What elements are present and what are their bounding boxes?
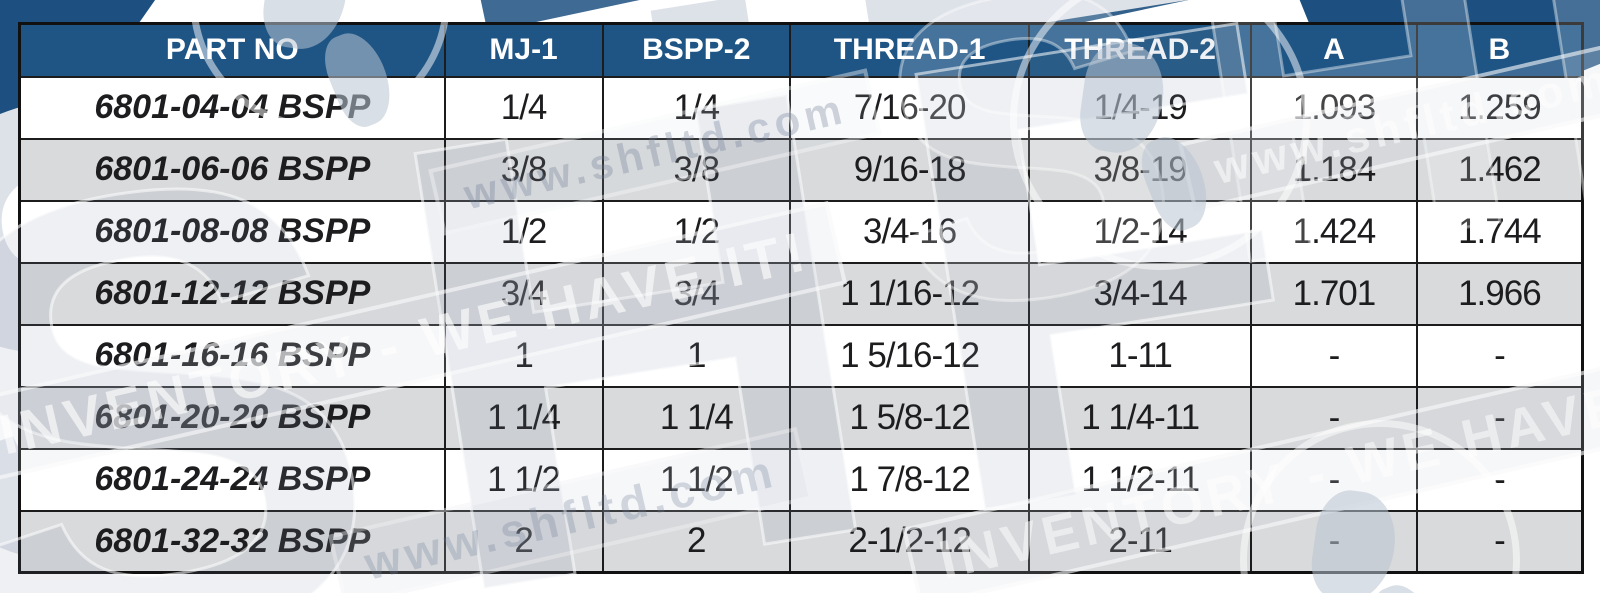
value-cell: 3/8-19: [1028, 137, 1253, 202]
value-cell: 2: [443, 509, 604, 574]
value-cell: 7/16-20: [789, 75, 1031, 140]
table-row: 6801-12-12 BSPP 3/4 3/4 1 1/16-12 3/4-14 1.70…: [18, 261, 1584, 326]
value-cell: 1 7/8-12: [789, 447, 1031, 512]
value-cell: -: [1250, 509, 1418, 574]
value-cell: 1: [443, 323, 604, 388]
value-cell: 1 1/4: [601, 385, 792, 450]
value-cell: 1.093: [1250, 75, 1418, 140]
value-cell: 2-11: [1028, 509, 1253, 574]
value-cell: 1.966: [1415, 261, 1584, 326]
value-cell: 1 5/8-12: [789, 385, 1031, 450]
value-cell: -: [1415, 323, 1584, 388]
value-cell: -: [1415, 385, 1584, 450]
value-cell: 3/4: [601, 261, 792, 326]
table-row: 6801-24-24 BSPP 1 1/2 1 1/2 1 7/8-12 1 1/2-1…: [18, 447, 1584, 512]
value-cell: 1.424: [1250, 199, 1418, 264]
spec-table: PART NO MJ-1 BSPP-2 THREAD-1 THREAD-2 A …: [18, 22, 1584, 574]
part-no-cell: 6801-32-32 BSPP: [18, 509, 446, 574]
value-cell: 1.701: [1250, 261, 1418, 326]
value-cell: 1: [601, 323, 792, 388]
value-cell: 1 1/16-12: [789, 261, 1031, 326]
part-no-cell: 6801-04-04 BSPP: [18, 75, 446, 140]
table-row: 6801-32-32 BSPP 2 2 2-1/2-12 2-11- -: [18, 509, 1584, 574]
value-cell: 1 1/4-11: [1028, 385, 1253, 450]
col-header-mj1: MJ-1: [443, 22, 604, 78]
part-no-cell: 6801-06-06 BSPP: [18, 137, 446, 202]
value-cell: 1/4: [443, 75, 604, 140]
table-row: 6801-16-16 BSPP 1 1 1 5/16-12 1-11- -: [18, 323, 1584, 388]
col-header-thread2: THREAD-2: [1028, 22, 1253, 78]
value-cell: -: [1415, 447, 1584, 512]
value-cell: 1/4: [601, 75, 792, 140]
col-header-part-no: PART NO: [18, 22, 446, 78]
value-cell: 2: [601, 509, 792, 574]
table-header: PART NO MJ-1 BSPP-2 THREAD-1 THREAD-2 A …: [18, 22, 1584, 78]
table-row: 6801-20-20 BSPP 1 1/4 1 1/4 1 5/8-12 1 1/4-1…: [18, 385, 1584, 450]
col-header-thread1: THREAD-1: [789, 22, 1031, 78]
value-cell: 1/2: [443, 199, 604, 264]
part-no-cell: 6801-08-08 BSPP: [18, 199, 446, 264]
part-no-cell: 6801-12-12 BSPP: [18, 261, 446, 326]
value-cell: 3/4-14: [1028, 261, 1253, 326]
value-cell: -: [1250, 447, 1418, 512]
col-header-bspp2: BSPP-2: [601, 22, 792, 78]
value-cell: 9/16-18: [789, 137, 1031, 202]
value-cell: -: [1415, 509, 1584, 574]
value-cell: 3/4: [443, 261, 604, 326]
value-cell: 3/8: [443, 137, 604, 202]
value-cell: 1 1/4: [443, 385, 604, 450]
value-cell: 1 1/2: [601, 447, 792, 512]
value-cell: 3/4-16: [789, 199, 1031, 264]
value-cell: 1/2: [601, 199, 792, 264]
col-header-a: A: [1250, 22, 1418, 78]
value-cell: 2-1/2-12: [789, 509, 1031, 574]
value-cell: 1.259: [1415, 75, 1584, 140]
value-cell: 1/4-19: [1028, 75, 1253, 140]
value-cell: 3/8: [601, 137, 792, 202]
value-cell: 1.184: [1250, 137, 1418, 202]
header-row: PART NO MJ-1 BSPP-2 THREAD-1 THREAD-2 A …: [18, 22, 1584, 78]
table-row: 6801-06-06 BSPP 3/8 3/8 9/16-18 3/8-19 1.184 1…: [18, 137, 1584, 202]
value-cell: 1.462: [1415, 137, 1584, 202]
value-cell: 1/2-14: [1028, 199, 1253, 264]
part-no-cell: 6801-16-16 BSPP: [18, 323, 446, 388]
value-cell: 1.744: [1415, 199, 1584, 264]
value-cell: 1 5/16-12: [789, 323, 1031, 388]
col-header-b: B: [1415, 22, 1584, 78]
part-no-cell: 6801-20-20 BSPP: [18, 385, 446, 450]
value-cell: 1-11: [1028, 323, 1253, 388]
part-no-cell: 6801-24-24 BSPP: [18, 447, 446, 512]
table-body: 6801-04-04 BSPP 1/4 1/4 7/16-20 1/4-19 1.093 1…: [18, 75, 1584, 574]
table-row: 6801-08-08 BSPP 1/2 1/2 3/4-16 1/2-14 1.424 1.…: [18, 199, 1584, 264]
value-cell: 1 1/2: [443, 447, 604, 512]
value-cell: 1 1/2-11: [1028, 447, 1253, 512]
value-cell: -: [1250, 323, 1418, 388]
table-row: 6801-04-04 BSPP 1/4 1/4 7/16-20 1/4-19 1.093 1…: [18, 75, 1584, 140]
value-cell: -: [1250, 385, 1418, 450]
